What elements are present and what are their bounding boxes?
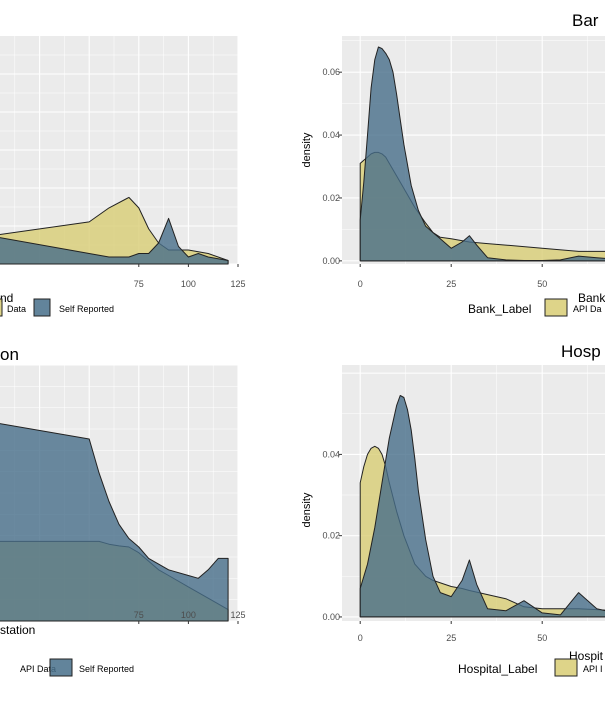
x-tick-label: 50 xyxy=(537,279,547,289)
legend-label: API I xyxy=(583,664,603,674)
x-tick-label: 100 xyxy=(181,610,196,620)
panel-title: on xyxy=(0,345,19,364)
x-tick-label: 0 xyxy=(358,633,363,643)
x-axis-label: Bank xyxy=(578,291,605,305)
legend: Bank_Label API Da xyxy=(468,298,602,317)
x-axis-label: Hospit xyxy=(569,649,604,663)
x-tick-label: 0 xyxy=(358,279,363,289)
x-tick-label: 75 xyxy=(134,279,144,289)
legend-key xyxy=(33,298,51,317)
x-tick-label: 125 xyxy=(230,279,245,289)
y-tick-label: 0.02 xyxy=(322,193,340,203)
y-tick-label: 0.06 xyxy=(322,67,340,77)
y-tick-label: 0.00 xyxy=(322,256,340,266)
legend-label: Self Reported xyxy=(59,304,114,314)
x-tick-label: 75 xyxy=(134,610,144,620)
legend-key xyxy=(554,658,578,677)
density-area-self-reported xyxy=(0,217,229,265)
legend-label: Data xyxy=(7,304,26,314)
panel-top-right: 0 25 50 0.00 0.02 0.04 0.06 density Bank Bar Bank_… xyxy=(301,11,605,317)
y-tick-label: 0.00 xyxy=(322,612,340,622)
legend: Data Self Reported xyxy=(0,298,114,317)
legend-title: Bank_Label xyxy=(468,302,531,316)
density-area-self-reported xyxy=(0,423,229,622)
legend-key xyxy=(544,298,568,317)
panel-bottom-right: 0 25 50 0.00 0.02 0.04 density Hospit Hosp Hospit… xyxy=(301,342,605,677)
panel-bottom-left: 75 100 125 station on API Data Self Reported xyxy=(0,345,246,677)
panel-title: Bar xyxy=(572,11,599,30)
legend: Hospital_Label API I xyxy=(458,658,603,677)
x-tick-label: 50 xyxy=(537,633,547,643)
y-axis-label: density xyxy=(301,492,313,527)
legend-label: API Da xyxy=(573,304,602,314)
y-tick-label: 0.02 xyxy=(322,531,340,541)
x-axis-label: nd xyxy=(0,291,13,305)
density-area-series-1 xyxy=(359,395,605,618)
legend: API Data Self Reported xyxy=(20,658,134,677)
x-tick-label: 25 xyxy=(446,633,456,643)
y-tick-label: 0.04 xyxy=(322,130,340,140)
x-axis-label: station xyxy=(0,623,35,637)
y-tick-label: 0.04 xyxy=(322,449,340,459)
x-tick-label: 100 xyxy=(181,279,196,289)
legend-title: Hospital_Label xyxy=(458,662,537,676)
density-area-series-1 xyxy=(359,46,605,262)
legend-key xyxy=(0,298,3,317)
legend-label: API Data xyxy=(20,664,56,674)
legend-key xyxy=(49,658,73,677)
x-tick-label: 25 xyxy=(446,279,456,289)
panel-title: Hosp xyxy=(561,342,601,361)
legend-label: Self Reported xyxy=(79,664,134,674)
y-axis-label: density xyxy=(301,132,313,167)
x-tick-label: 125 xyxy=(230,610,245,620)
